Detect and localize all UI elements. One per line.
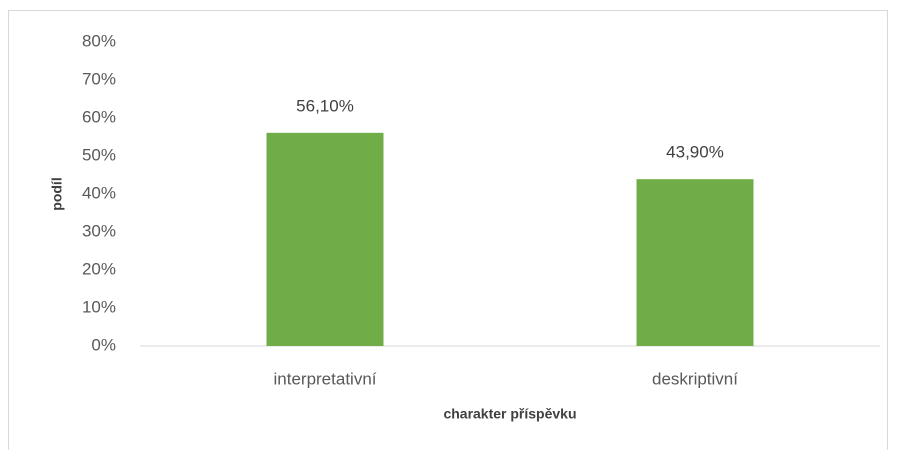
y-tick-label: 0% <box>91 335 116 354</box>
data-label: 43,90% <box>666 143 724 162</box>
y-tick-label: 50% <box>82 145 116 164</box>
y-tick-label: 60% <box>82 107 116 126</box>
y-tick-label: 40% <box>82 183 116 202</box>
x-axis-title: charakter příspěvku <box>443 406 576 422</box>
bar <box>636 179 754 346</box>
x-tick-label: deskriptivní <box>652 369 738 388</box>
chart-border <box>8 10 888 450</box>
y-tick-label: 80% <box>82 31 116 50</box>
y-tick-label: 70% <box>82 69 116 88</box>
y-tick-label: 10% <box>82 297 116 316</box>
bar <box>266 132 384 346</box>
x-tick-label: interpretativní <box>274 369 377 388</box>
y-tick-label: 20% <box>82 259 116 278</box>
y-tick-label: 30% <box>82 221 116 240</box>
data-label: 56,10% <box>296 96 354 115</box>
y-axis-title: podíl <box>49 177 65 210</box>
